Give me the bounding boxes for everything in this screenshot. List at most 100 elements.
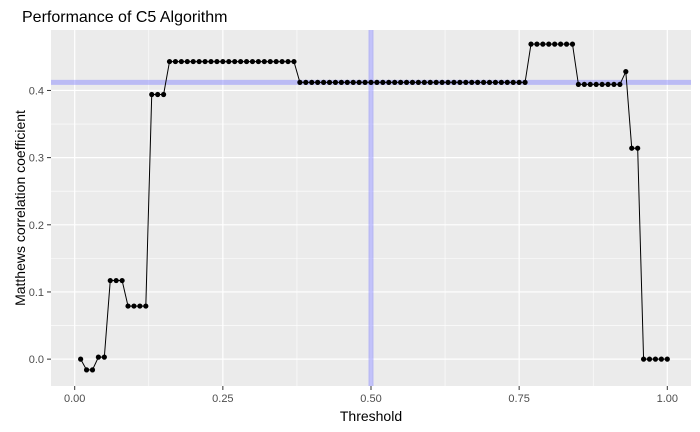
data-point	[78, 356, 84, 362]
y-tick-label: 0.4	[29, 85, 44, 97]
data-point	[368, 79, 374, 85]
data-point	[320, 79, 327, 85]
chart-title: Performance of C5 Algorithm	[22, 9, 227, 26]
data-point	[344, 79, 350, 85]
data-point	[166, 58, 173, 65]
y-tick-label: 0.0	[29, 354, 44, 366]
data-point	[427, 79, 433, 85]
data-point	[137, 303, 143, 309]
data-point	[332, 79, 339, 85]
data-point	[587, 81, 593, 88]
data-point	[421, 79, 427, 85]
data-point	[338, 79, 344, 85]
data-point	[581, 81, 587, 88]
data-point	[190, 58, 196, 65]
data-point	[504, 79, 510, 85]
data-point	[439, 79, 445, 85]
data-point	[83, 367, 90, 373]
data-point	[469, 79, 475, 85]
data-point	[119, 277, 125, 284]
data-point	[362, 79, 368, 85]
data-point	[629, 145, 635, 151]
y-tick-label: 0.3	[29, 153, 44, 165]
data-point	[226, 58, 232, 65]
data-point	[149, 91, 155, 98]
x-tick-label: 0.25	[212, 393, 233, 405]
data-point	[646, 356, 653, 362]
data-point	[451, 79, 457, 85]
data-point	[463, 79, 469, 85]
data-point	[214, 58, 220, 65]
data-point	[232, 58, 238, 65]
data-point	[208, 58, 214, 65]
data-point	[356, 79, 362, 85]
data-point	[160, 91, 167, 98]
data-point	[155, 91, 161, 98]
data-point	[558, 41, 564, 47]
data-point	[475, 79, 481, 85]
grid-lines	[51, 30, 691, 386]
data-point	[291, 58, 297, 65]
data-point	[617, 81, 623, 88]
data-point	[546, 41, 552, 47]
y-tick-label: 0.2	[29, 220, 44, 232]
data-point	[445, 79, 451, 85]
data-point	[552, 41, 558, 47]
data-point	[403, 79, 410, 85]
data-point	[528, 41, 534, 47]
data-point	[273, 58, 279, 65]
data-point	[380, 79, 386, 85]
data-point	[125, 303, 131, 309]
data-point	[249, 58, 256, 65]
data-point	[492, 79, 499, 85]
data-point	[303, 79, 309, 85]
data-point	[374, 79, 380, 85]
data-point	[386, 79, 392, 85]
y-axis-label: Matthews correlation coefficient	[12, 110, 28, 306]
data-series	[78, 41, 670, 373]
data-point	[534, 41, 540, 47]
data-point	[498, 79, 504, 85]
data-point	[196, 58, 202, 65]
x-tick-label: 0.00	[64, 393, 85, 405]
data-point	[178, 58, 184, 65]
data-point	[664, 356, 670, 362]
data-point	[540, 41, 546, 47]
data-point	[415, 79, 422, 85]
data-point	[261, 58, 267, 65]
data-point	[238, 58, 244, 65]
data-point	[113, 277, 119, 284]
data-point	[623, 69, 629, 75]
data-point	[326, 79, 333, 85]
axis-ticks: 0.00 0.25 0.50 0.75 1.00 0.0 0.1 0.2 0.3 0.4	[29, 85, 678, 405]
data-point	[285, 58, 291, 65]
data-point	[279, 58, 285, 65]
data-point	[599, 81, 605, 88]
x-axis-label: Threshold	[340, 408, 402, 424]
data-point	[255, 58, 262, 65]
x-tick-label: 1.00	[657, 393, 678, 405]
data-point	[184, 58, 190, 65]
data-point	[652, 356, 659, 362]
data-point	[605, 81, 611, 88]
x-tick-label: 0.50	[360, 393, 381, 405]
series-line	[80, 43, 668, 371]
data-point	[563, 41, 570, 47]
data-point	[409, 79, 416, 85]
data-point	[510, 79, 516, 85]
data-point	[480, 79, 487, 85]
data-point	[522, 79, 528, 85]
data-point	[297, 79, 303, 85]
data-point	[398, 79, 404, 85]
data-point	[350, 79, 356, 85]
data-point	[243, 58, 250, 65]
y-tick-label: 0.1	[29, 287, 44, 299]
data-point	[516, 79, 522, 85]
data-point	[202, 58, 208, 65]
data-point	[486, 79, 493, 85]
data-point	[95, 354, 102, 360]
data-point	[392, 79, 398, 85]
data-point	[89, 367, 96, 373]
data-point	[309, 79, 315, 85]
